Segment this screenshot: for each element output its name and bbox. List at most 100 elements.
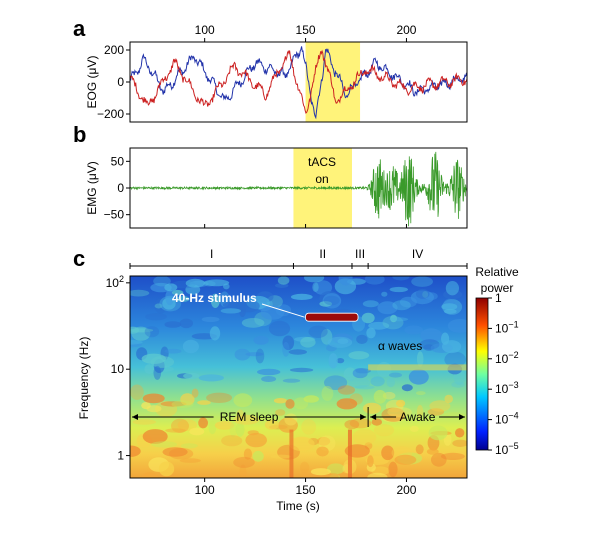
spectrogram-patch bbox=[329, 473, 339, 478]
spectrogram-patch bbox=[337, 385, 355, 395]
tacs-label-line-1: tACS bbox=[308, 155, 336, 169]
spectrogram-patch bbox=[221, 435, 243, 447]
spectrogram-patch bbox=[183, 372, 200, 379]
spectrogram-patch bbox=[154, 303, 163, 309]
spectrogram-patch bbox=[389, 317, 409, 322]
spectrogram-patch bbox=[203, 279, 230, 287]
spectrogram-patch bbox=[164, 348, 182, 354]
panel-a-x-ticks: 100 150 200 bbox=[195, 23, 417, 42]
spectrogram-patch bbox=[151, 441, 178, 448]
spectrogram-patch bbox=[356, 334, 368, 344]
spectrogram-patch bbox=[198, 417, 209, 429]
spectrogram-patch bbox=[387, 406, 412, 418]
panel-a-traces bbox=[130, 46, 467, 120]
spectrogram-patch bbox=[233, 414, 260, 425]
spectrogram-patch bbox=[179, 318, 193, 329]
spectrogram-patch bbox=[321, 385, 334, 401]
spectrogram-patch bbox=[361, 312, 375, 324]
spectrogram-patch bbox=[371, 418, 382, 426]
spectrogram-patch bbox=[368, 321, 390, 330]
spectrogram-patch bbox=[141, 472, 159, 478]
spectrogram-patch bbox=[132, 419, 157, 425]
spectrogram-patch bbox=[401, 384, 413, 392]
spectrogram-patch bbox=[164, 321, 182, 328]
state-label: REM sleep bbox=[220, 410, 279, 424]
panel-a: a 100 150 200 −200 0 200 EOG (μV) bbox=[73, 16, 468, 123]
spectrogram-patch bbox=[210, 293, 220, 308]
spectrogram-patch bbox=[344, 419, 360, 430]
spectrogram-patch bbox=[389, 286, 408, 293]
a-xtick-label: 100 bbox=[195, 23, 215, 37]
spectrogram-streak bbox=[347, 429, 352, 478]
spectrogram-patch bbox=[392, 276, 410, 281]
spectrogram-patch bbox=[366, 327, 376, 339]
spectrogram-patch bbox=[220, 308, 241, 314]
spectrogram-patch bbox=[308, 325, 328, 338]
spectrogram-patch bbox=[277, 276, 290, 285]
colorbar-ticks: 1 10−1 10−2 10−3 10−4 10−5 bbox=[488, 291, 519, 457]
spectrogram-patch bbox=[253, 335, 269, 345]
spectrogram-patch bbox=[130, 289, 150, 297]
colorbar-tick-label: 10−1 bbox=[495, 319, 519, 335]
spectrogram-patch bbox=[392, 300, 411, 311]
spectrogram-patch bbox=[420, 328, 443, 343]
a-ytick-label: 0 bbox=[117, 75, 124, 89]
phase-label: I bbox=[210, 247, 213, 261]
spectrogram-patch bbox=[245, 352, 264, 357]
spectrogram-patch bbox=[336, 358, 345, 364]
panel-a-letter: a bbox=[73, 16, 86, 41]
spectrogram-patch bbox=[214, 421, 235, 430]
phase-label: IV bbox=[412, 247, 423, 261]
spectrogram-patch bbox=[300, 461, 310, 474]
spectrogram-patch bbox=[367, 472, 388, 478]
spectrogram-patch bbox=[159, 295, 182, 312]
spectrogram-patch bbox=[278, 417, 298, 433]
panel-b-letter: b bbox=[73, 122, 86, 147]
spectrogram-patch bbox=[319, 301, 333, 307]
spectrogram-patch bbox=[285, 399, 295, 409]
spectrogram-patch bbox=[416, 351, 424, 367]
colorbar-title-line-2: power bbox=[481, 281, 514, 295]
a-xtick-label: 150 bbox=[296, 23, 316, 37]
spectrogram-patch bbox=[289, 367, 314, 373]
spectrogram-patch bbox=[145, 313, 167, 321]
spectrogram-patch bbox=[165, 289, 175, 306]
spectrogram-patch bbox=[455, 428, 465, 438]
eog-trace-1 bbox=[130, 46, 467, 120]
spectrogram-patch bbox=[177, 419, 197, 431]
state-arrowhead bbox=[360, 414, 367, 420]
spectrogram-patch bbox=[241, 318, 265, 328]
spectrogram-patch bbox=[428, 425, 448, 441]
spectrogram-patch bbox=[180, 443, 198, 449]
spectrogram-patch bbox=[381, 445, 395, 461]
spectrogram-patch bbox=[189, 427, 205, 436]
spectrogram-patch bbox=[208, 420, 217, 435]
spectrogram-patch bbox=[142, 393, 165, 404]
spectrogram-patch bbox=[165, 428, 186, 433]
spectrogram-patch bbox=[411, 276, 433, 287]
spectrogram-patch bbox=[198, 374, 224, 382]
spectrogram-patch bbox=[348, 351, 370, 360]
spectrogram-patch bbox=[427, 408, 445, 416]
state-arrowhead bbox=[370, 414, 377, 420]
spectrogram-patch bbox=[303, 395, 319, 403]
colorbar-tick-label: 10−4 bbox=[495, 411, 519, 427]
panel-c-x-ticks: 100 150 200 bbox=[195, 478, 417, 497]
spectrogram-patch bbox=[370, 376, 385, 387]
state-arrows: REM sleep Awake bbox=[132, 407, 465, 427]
spectrogram-patch bbox=[160, 401, 187, 407]
panel-b-trace bbox=[130, 151, 467, 227]
spectrogram-patch bbox=[171, 289, 184, 296]
spectrogram-patch bbox=[429, 400, 451, 412]
spectrogram-patch bbox=[441, 332, 450, 345]
spectrogram-patch bbox=[284, 413, 298, 426]
spectrogram-patch bbox=[201, 316, 220, 323]
spectrogram-patch bbox=[131, 326, 151, 341]
spectrogram-patch bbox=[394, 454, 417, 465]
a-xtick-label: 200 bbox=[396, 23, 416, 37]
spectrogram-patch bbox=[354, 385, 375, 390]
spectrogram-patch bbox=[233, 456, 255, 468]
spectrogram-patch bbox=[415, 288, 430, 299]
spectrogram-patch bbox=[141, 353, 166, 364]
spectrogram-patch bbox=[209, 326, 221, 341]
